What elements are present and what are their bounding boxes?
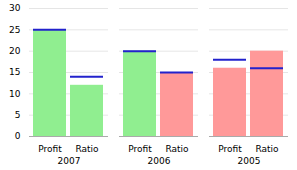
svg-text:0: 0 <box>15 131 21 141</box>
svg-text:2007: 2007 <box>58 156 81 166</box>
svg-text:2006: 2006 <box>148 156 171 166</box>
svg-text:15: 15 <box>9 67 20 77</box>
svg-text:30: 30 <box>9 3 21 13</box>
svg-text:Profit: Profit <box>38 144 62 154</box>
svg-text:Ratio: Ratio <box>255 144 279 154</box>
svg-text:Ratio: Ratio <box>165 144 189 154</box>
svg-text:10: 10 <box>9 89 21 99</box>
svg-text:25: 25 <box>9 25 20 35</box>
svg-text:Profit: Profit <box>128 144 152 154</box>
svg-text:20: 20 <box>9 46 21 56</box>
svg-text:Ratio: Ratio <box>75 144 99 154</box>
svg-text:2005: 2005 <box>238 156 261 166</box>
svg-text:Profit: Profit <box>218 144 242 154</box>
svg-text:5: 5 <box>15 110 21 120</box>
